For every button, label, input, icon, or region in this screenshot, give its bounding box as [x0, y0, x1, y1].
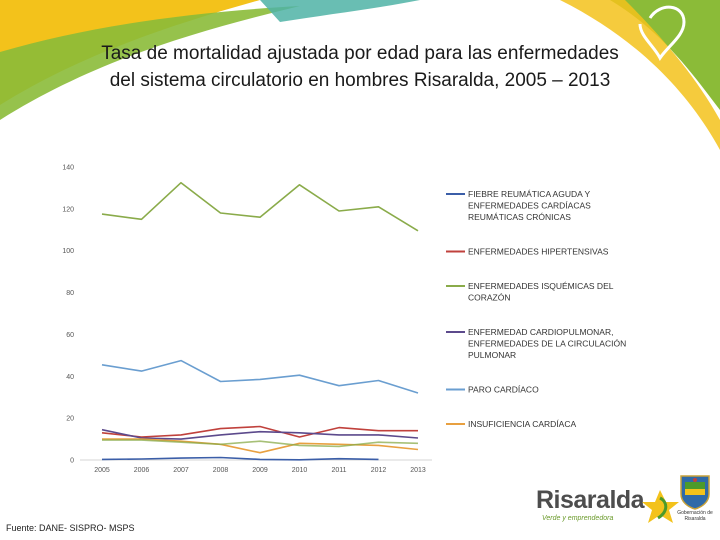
series-line-hipertensivas	[101, 425, 418, 438]
legend-label-fiebre: FIEBRE REUMÁTICA AGUDA Y ENFERMEDADES CAR…	[468, 189, 591, 222]
chart-lines	[101, 181, 419, 461]
source-note: Fuente: DANE- SISPRO- MSPS	[6, 523, 135, 533]
x-tick-label: 2009	[252, 467, 268, 474]
x-tick-label: 2013	[410, 467, 426, 474]
y-tick-label: 0	[70, 458, 74, 465]
series-line-isquemicas-secondary	[102, 439, 419, 448]
y-tick-label: 100	[62, 248, 74, 255]
series-line-isquemicas	[101, 181, 419, 232]
x-tick-label: 2005	[94, 467, 110, 474]
right-green-band	[610, 0, 720, 110]
y-tick-label: 80	[66, 290, 74, 297]
chart-axes: 0 20 40 60 80 100 120 140 2005 2006 2007 2008 2009 20…	[62, 165, 432, 474]
y-tick-label: 20	[66, 416, 74, 423]
y-tick-label: 60	[66, 332, 74, 339]
teal-swoosh	[260, 0, 420, 22]
legend-label-isquemicas: ENFERMEDADES ISQUÉMICAS DEL CORAZÓN	[468, 281, 614, 303]
legend-label-cardiopulmonar: ENFERMEDAD CARDIOPULMONAR, ENFERMEDADES D…	[468, 327, 626, 360]
risaralda-logo: Risaralda Verde y emprendedora	[536, 480, 706, 530]
y-tick-label: 140	[62, 165, 74, 172]
legend-label-paro: PARO CARDÍACO	[468, 385, 539, 395]
x-tick-label: 2012	[371, 467, 387, 474]
legend-label-hipertensivas: ENFERMEDADES HIPERTENSIVAS	[468, 247, 609, 257]
title-line-2: del sistema circulatorio en hombres Risa…	[109, 70, 611, 91]
logo-star-icon	[642, 490, 679, 523]
series-line-paro	[101, 359, 419, 394]
y-tick-label: 40	[66, 374, 74, 381]
slide-title: Tasa de mortalidad ajustada por edad par…	[0, 40, 720, 94]
x-tick-label: 2008	[213, 467, 229, 474]
logo-wordmark: Risaralda	[536, 486, 645, 514]
yellow-swoosh	[0, 0, 260, 105]
title-line-1: Tasa de mortalidad ajustada por edad par…	[101, 43, 619, 64]
x-tick-label: 2006	[134, 467, 150, 474]
y-tick-label: 120	[62, 206, 74, 213]
legend-label-insuficiencia: INSUFICIENCIA CARDÍACA	[468, 419, 576, 429]
series-line-fiebre	[101, 456, 379, 461]
green-swoosh	[0, 6, 300, 120]
heart-ribbon	[638, 5, 686, 61]
x-tick-label: 2010	[292, 467, 308, 474]
series-line-insuficiencia	[102, 438, 419, 454]
seal-caption: Gobernación de Risaralda	[677, 510, 713, 522]
logo-tagline: Verde y emprendedora	[542, 515, 614, 522]
x-tick-label: 2011	[331, 467, 346, 474]
x-tick-label: 2007	[173, 467, 189, 474]
series-line-cardiopulmonar	[101, 428, 419, 440]
chart-legend: FIEBRE REUMÁTICA AGUDA Y ENFERMEDADES CAR…	[446, 189, 626, 429]
governorate-seal: Gobernación de Risaralda	[672, 474, 718, 526]
shield-icon	[680, 475, 710, 510]
